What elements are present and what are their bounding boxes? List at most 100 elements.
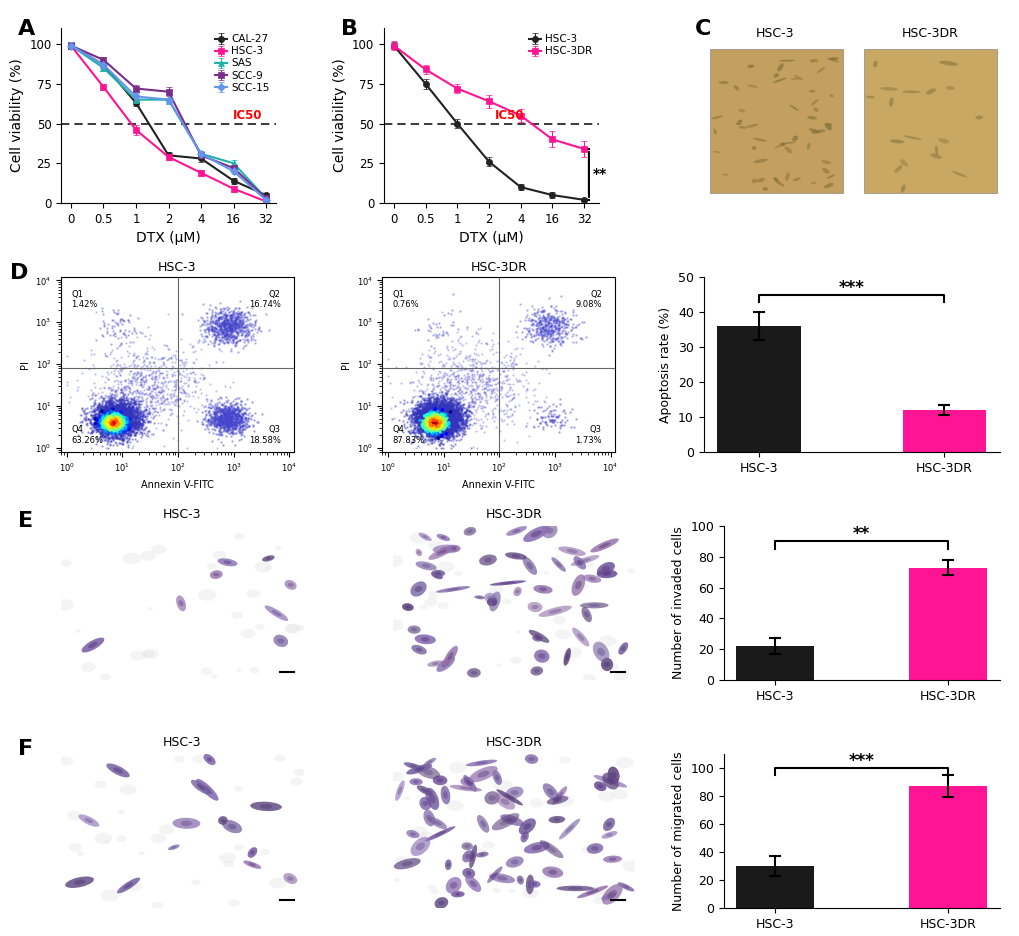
- Point: [410, 409, 426, 424]
- Point: [434, 413, 450, 428]
- Point: [445, 416, 462, 431]
- Point: [235, 319, 252, 334]
- Point: [530, 304, 546, 319]
- Point: [435, 404, 451, 419]
- Point: [420, 417, 436, 431]
- Point: [444, 417, 461, 432]
- Point: [432, 400, 448, 415]
- Point: [437, 412, 453, 427]
- Point: [106, 411, 122, 426]
- Point: [421, 407, 437, 422]
- Point: [408, 406, 424, 421]
- Point: [109, 418, 125, 433]
- Ellipse shape: [461, 842, 473, 850]
- Point: [426, 407, 442, 422]
- Point: [105, 411, 121, 426]
- Point: [415, 414, 431, 429]
- Ellipse shape: [813, 59, 817, 63]
- Point: [207, 304, 223, 319]
- Point: [211, 417, 227, 431]
- Point: [477, 385, 493, 400]
- Point: [103, 424, 119, 439]
- Point: [449, 408, 466, 423]
- Point: [544, 333, 560, 348]
- Point: [94, 410, 110, 425]
- Point: [106, 421, 122, 436]
- Point: [427, 410, 443, 425]
- Point: [127, 419, 144, 434]
- Point: [449, 397, 466, 412]
- Point: [430, 418, 446, 433]
- Point: [446, 422, 463, 437]
- Point: [440, 395, 457, 410]
- Point: [126, 395, 143, 410]
- Point: [433, 423, 449, 438]
- Point: [421, 417, 437, 432]
- Point: [416, 416, 432, 431]
- Point: [424, 422, 440, 437]
- Point: [95, 409, 111, 424]
- Point: [223, 309, 239, 324]
- Point: [417, 395, 433, 410]
- Point: [158, 359, 174, 374]
- Point: [432, 417, 448, 431]
- Point: [441, 399, 458, 414]
- Point: [219, 316, 235, 331]
- Point: [232, 318, 249, 333]
- Point: [478, 394, 494, 409]
- Point: [555, 315, 572, 330]
- Point: [424, 378, 440, 393]
- Point: [99, 404, 115, 419]
- Point: [469, 335, 485, 350]
- Point: [226, 417, 243, 431]
- Point: [99, 416, 115, 431]
- Point: [212, 403, 228, 418]
- Point: [98, 416, 114, 431]
- Point: [213, 414, 229, 429]
- Point: [438, 366, 454, 381]
- Point: [222, 417, 238, 431]
- Point: [424, 402, 440, 417]
- Point: [219, 336, 235, 351]
- Point: [112, 401, 128, 416]
- Point: [76, 413, 93, 428]
- Point: [418, 414, 434, 429]
- Point: [449, 412, 466, 427]
- Point: [554, 404, 571, 419]
- Point: [117, 412, 133, 427]
- Point: [436, 421, 452, 436]
- Point: [439, 343, 455, 358]
- Point: [439, 417, 455, 431]
- Point: [424, 414, 440, 429]
- Point: [227, 315, 244, 330]
- Circle shape: [613, 672, 628, 681]
- Point: [425, 427, 441, 442]
- Point: [413, 410, 429, 425]
- Point: [436, 424, 452, 439]
- Point: [428, 416, 444, 431]
- Point: [433, 416, 449, 431]
- Point: [429, 414, 445, 429]
- Point: [422, 411, 438, 426]
- Point: [442, 417, 459, 431]
- Point: [439, 398, 455, 413]
- Point: [437, 400, 453, 415]
- Point: [529, 400, 545, 415]
- Point: [420, 405, 436, 420]
- Point: [102, 412, 118, 427]
- Point: [428, 398, 444, 413]
- Point: [442, 424, 459, 439]
- Point: [229, 405, 246, 420]
- Point: [412, 413, 428, 428]
- Point: [114, 417, 130, 431]
- Point: [90, 400, 106, 415]
- Point: [423, 415, 439, 430]
- Circle shape: [231, 611, 243, 619]
- Point: [128, 421, 145, 436]
- Point: [552, 329, 569, 344]
- Circle shape: [393, 878, 399, 882]
- Point: [482, 386, 498, 401]
- Point: [426, 414, 442, 429]
- Point: [435, 407, 451, 422]
- Point: [435, 407, 451, 422]
